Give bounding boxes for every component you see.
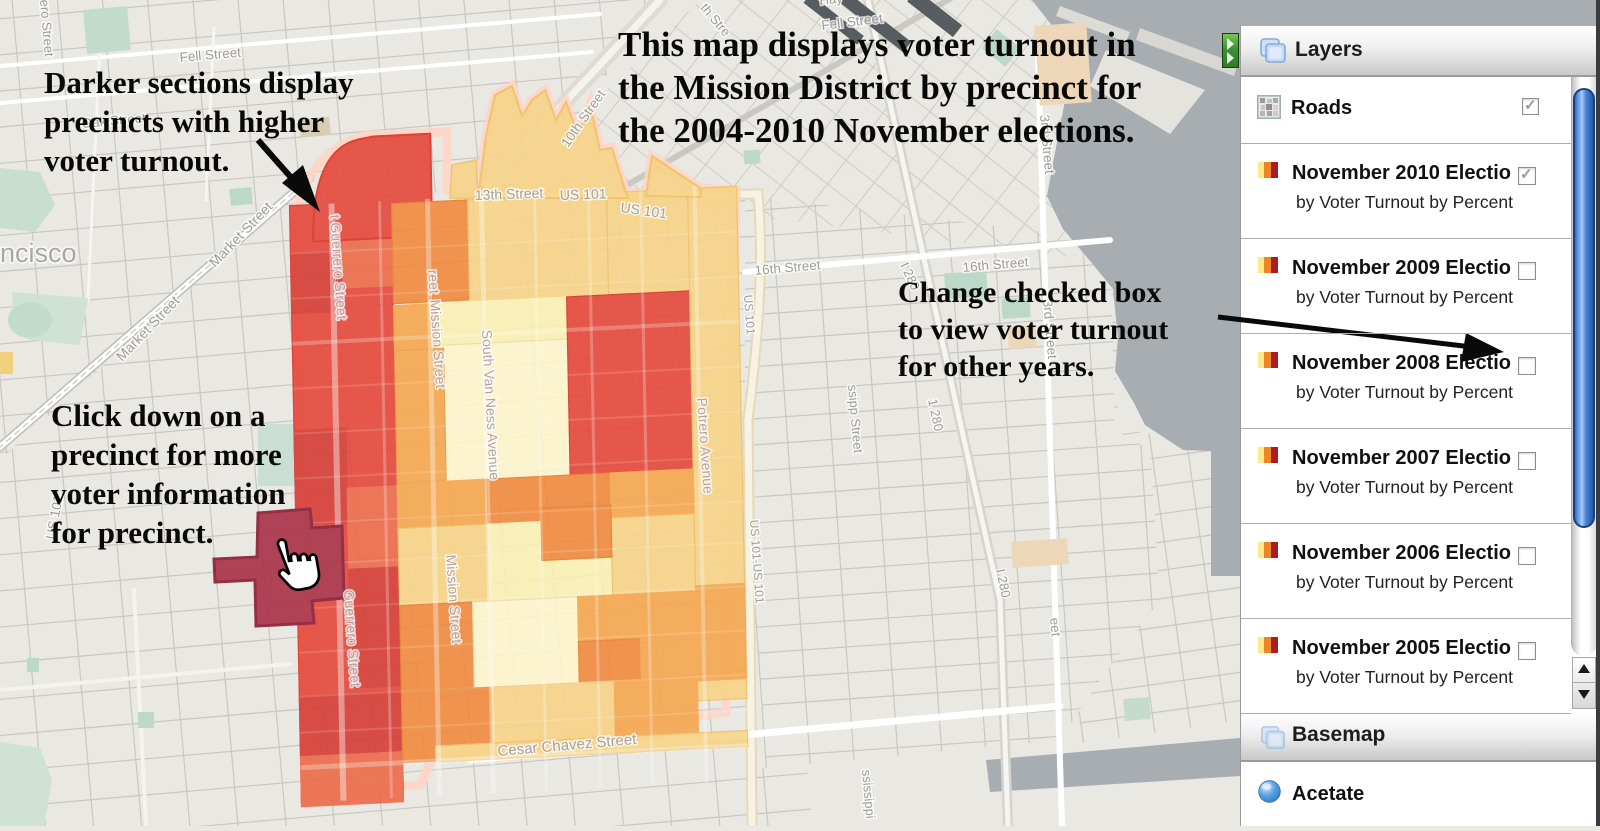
svg-text:US 101: US 101 <box>741 294 758 335</box>
svg-text:This map displays voter turnou: This map displays voter turnout in the Mi… <box>618 25 1141 150</box>
svg-text:eet: eet <box>1047 617 1064 637</box>
svg-text:3rd Street: 3rd Street <box>1037 114 1057 175</box>
svg-text:ero Street: ero Street <box>37 0 57 58</box>
svg-text:13th Street: 13th Street <box>475 185 544 203</box>
svg-text:Guerrero Street: Guerrero Street <box>341 589 364 687</box>
svg-text:ssissippi: ssissippi <box>859 769 878 819</box>
svg-text:reet: reet <box>425 269 443 294</box>
svg-text:3rd Street: 3rd Street <box>1040 299 1060 360</box>
svg-text:Oak Street: Oak Street <box>81 110 147 131</box>
svg-text:Fell Street: Fell Street <box>179 45 242 65</box>
svg-text:Hay: Hay <box>819 0 844 8</box>
svg-text:16th Street: 16th Street <box>962 254 1029 275</box>
svg-text:ncisco: ncisco <box>0 238 77 268</box>
svg-text:US 101: US 101 <box>560 185 607 203</box>
svg-text:16th Street: 16th Street <box>754 257 821 278</box>
